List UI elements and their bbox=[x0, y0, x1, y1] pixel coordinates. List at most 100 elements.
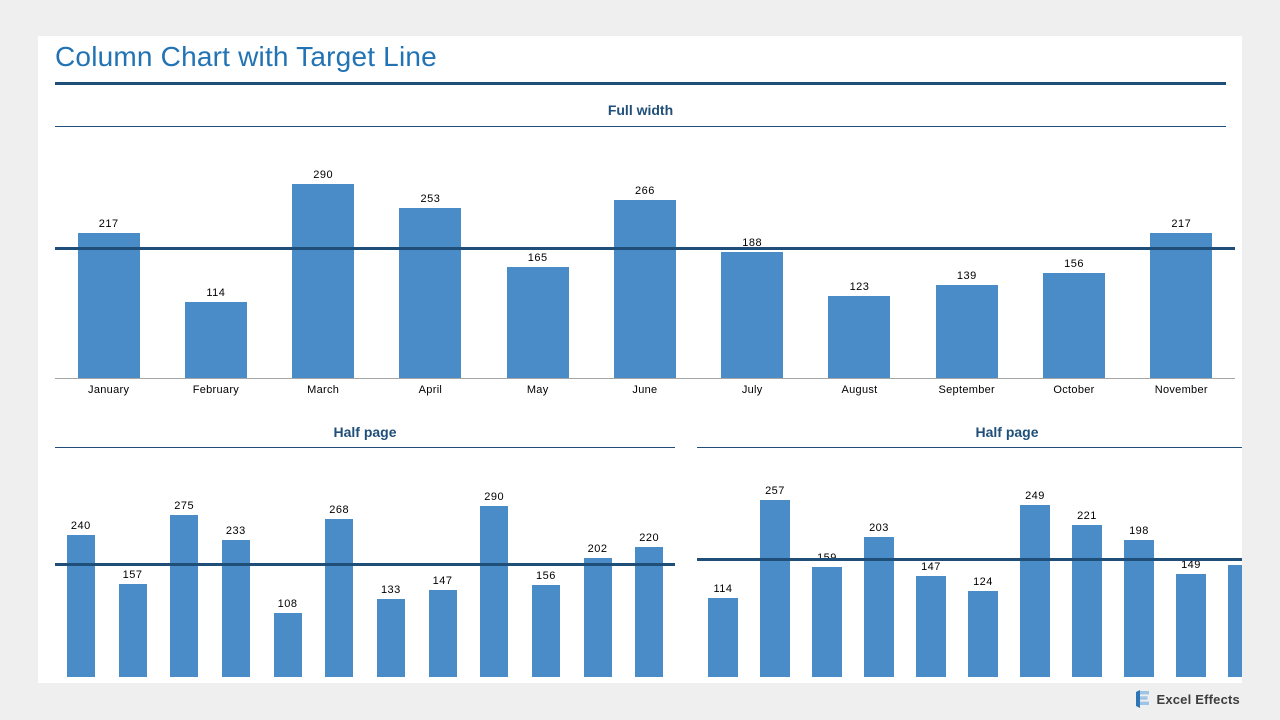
bar bbox=[1124, 540, 1154, 677]
bar-slot: 114 bbox=[697, 583, 749, 677]
bar bbox=[1072, 525, 1102, 677]
bar-data-label: 147 bbox=[921, 561, 941, 573]
section-underline-full-width bbox=[55, 126, 1226, 127]
bar-slot: 159 bbox=[801, 552, 853, 677]
bar-data-label: 156 bbox=[535, 570, 556, 582]
column-chart-half-page-right: 114 257 159 203 147 124 249 221 198 149 bbox=[697, 450, 1242, 677]
bar-slot: 147 bbox=[905, 561, 957, 677]
bar bbox=[1176, 574, 1206, 677]
bar bbox=[506, 267, 569, 378]
bar bbox=[916, 576, 946, 677]
bar-slot: 290 bbox=[468, 491, 520, 677]
excel-effects-logo: Excel Effects bbox=[1135, 690, 1240, 708]
bar-data-label: 157 bbox=[122, 569, 143, 581]
bar bbox=[66, 535, 95, 677]
bar-data-label: 114 bbox=[206, 287, 226, 299]
bar-slot: 156 bbox=[1020, 258, 1127, 378]
bar-slot: 217 bbox=[55, 218, 162, 378]
section-label-half-page-left: Half page bbox=[333, 424, 397, 440]
chart-plot-area: 240 157 275 233 108 268 133 147 290 156 202 220 bbox=[55, 450, 675, 677]
section-label-half-page-right: Half page bbox=[975, 424, 1039, 440]
bar bbox=[273, 613, 302, 677]
bar-slot bbox=[1217, 563, 1242, 677]
x-axis-labels: January February March April May June July Augu… bbox=[55, 379, 1235, 396]
bar-slot: 165 bbox=[484, 252, 591, 378]
bar bbox=[184, 302, 247, 378]
bar bbox=[399, 208, 462, 378]
bar bbox=[1150, 233, 1213, 378]
x-axis-line bbox=[55, 378, 1235, 379]
category-label: November bbox=[1154, 384, 1208, 396]
bar-slot: 123 bbox=[806, 281, 913, 378]
bar bbox=[613, 200, 676, 378]
bar bbox=[118, 584, 147, 677]
bar-data-label: 124 bbox=[973, 576, 993, 588]
report-page: Column Chart with Target Line Full width… bbox=[38, 36, 1242, 683]
bar-slot: 114 bbox=[162, 287, 269, 378]
category-label: January bbox=[88, 384, 130, 396]
target-line bbox=[55, 563, 675, 566]
bar-slot: 217 bbox=[1128, 218, 1235, 378]
category-label: April bbox=[418, 384, 443, 396]
bar-data-label: 188 bbox=[742, 237, 763, 249]
bar bbox=[1228, 565, 1242, 677]
title-underline bbox=[55, 82, 1226, 85]
bar-slot: 266 bbox=[591, 185, 698, 378]
column-chart-half-page-left: 240 157 275 233 108 268 133 147 290 156 202 220 bbox=[55, 450, 675, 677]
bar-slot: 108 bbox=[262, 598, 314, 677]
category-label: February bbox=[192, 384, 240, 396]
bar bbox=[1020, 505, 1050, 677]
bar-slot: 233 bbox=[210, 525, 262, 677]
bar-data-label: 266 bbox=[635, 185, 655, 197]
bar-slot: 157 bbox=[107, 569, 159, 677]
bar-slot: 268 bbox=[313, 504, 365, 677]
bar bbox=[428, 590, 457, 677]
bar-slot: 133 bbox=[365, 584, 417, 677]
bar bbox=[221, 540, 250, 677]
bar-data-label: 240 bbox=[70, 520, 91, 532]
bar-data-label: 139 bbox=[956, 270, 977, 282]
bar bbox=[376, 599, 405, 677]
category-label: July bbox=[741, 384, 763, 396]
bar bbox=[292, 184, 355, 378]
bar bbox=[721, 252, 784, 378]
bar bbox=[480, 506, 509, 677]
bar-data-label: 108 bbox=[277, 598, 298, 610]
bar-slot: 220 bbox=[623, 532, 675, 677]
bar bbox=[325, 519, 354, 677]
bar-data-label: 290 bbox=[313, 169, 334, 181]
bar-data-label: 114 bbox=[713, 583, 733, 595]
bar-data-label: 156 bbox=[1064, 258, 1084, 270]
bar-slot: 149 bbox=[1165, 559, 1217, 677]
bar-slot: 221 bbox=[1061, 510, 1113, 677]
category-label: June bbox=[632, 384, 658, 396]
bar-slot: 240 bbox=[55, 520, 107, 677]
column-chart-full-width: 217 114 290 253 165 266 188 123 139 156 217 Januar… bbox=[55, 130, 1235, 396]
bar-slot: 124 bbox=[957, 576, 1009, 677]
bar bbox=[170, 515, 199, 677]
bar-data-label: 220 bbox=[639, 532, 660, 544]
bar-slot: 249 bbox=[1009, 490, 1061, 677]
bar-data-label: 249 bbox=[1025, 490, 1045, 502]
chart-plot-area: 217 114 290 253 165 266 188 123 139 156 217 bbox=[55, 130, 1235, 378]
category-label: September bbox=[938, 384, 996, 396]
bar bbox=[760, 500, 790, 677]
bar-data-label: 149 bbox=[1181, 559, 1201, 571]
bar-data-label: 203 bbox=[869, 522, 889, 534]
bar bbox=[935, 285, 998, 378]
bar bbox=[708, 598, 738, 677]
bar bbox=[583, 558, 612, 677]
bar-slot: 202 bbox=[572, 543, 624, 677]
bar-slot: 203 bbox=[853, 522, 905, 677]
section-label-full-width: Full width bbox=[607, 102, 674, 118]
bar-data-label: 202 bbox=[587, 543, 608, 555]
bar-data-label: 257 bbox=[765, 485, 785, 497]
chart-plot-area: 114 257 159 203 147 124 249 221 198 149 bbox=[697, 450, 1242, 677]
bar-data-label: 221 bbox=[1077, 510, 1097, 522]
bar-data-label: 217 bbox=[1171, 218, 1192, 230]
bar-slot: 139 bbox=[913, 270, 1020, 378]
bar bbox=[1043, 273, 1106, 378]
bar-data-label: 165 bbox=[527, 252, 548, 264]
bar-data-label: 268 bbox=[329, 504, 350, 516]
excel-effects-logo-icon bbox=[1136, 690, 1150, 708]
